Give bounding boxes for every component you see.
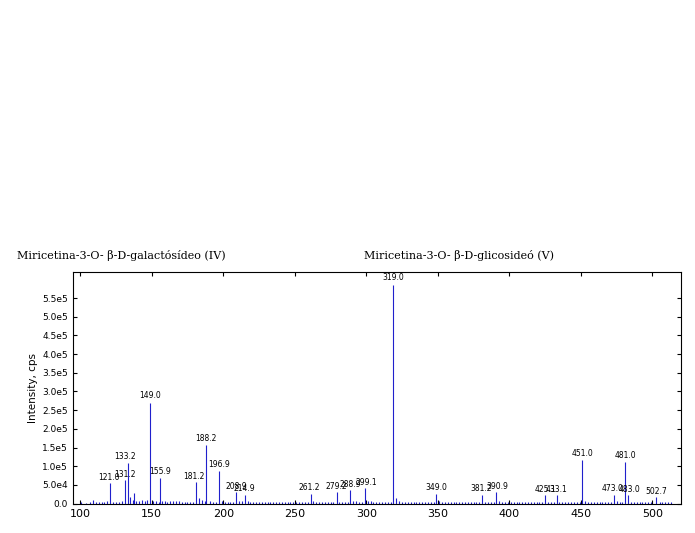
Text: 349.0: 349.0 [425, 483, 448, 492]
Text: 483.0: 483.0 [619, 485, 641, 494]
Text: 208.9: 208.9 [225, 482, 247, 491]
Text: 261.2: 261.2 [299, 483, 320, 492]
Text: 502.7: 502.7 [646, 487, 667, 496]
Text: 131.2: 131.2 [114, 470, 136, 479]
Text: 196.9: 196.9 [208, 461, 229, 469]
Text: 288.9: 288.9 [340, 480, 361, 489]
Text: 155.9: 155.9 [149, 467, 171, 476]
Text: 433.1: 433.1 [546, 485, 568, 494]
Text: 214.9: 214.9 [234, 484, 255, 493]
Text: 299.1: 299.1 [356, 478, 377, 487]
Text: 188.2: 188.2 [196, 434, 217, 443]
Text: 390.9: 390.9 [487, 482, 509, 491]
Text: 279.2: 279.2 [326, 482, 348, 491]
Text: 425.1: 425.1 [534, 485, 556, 494]
Text: 381.2: 381.2 [471, 484, 492, 494]
Text: Miricetina-3-O- β-D-galactósídeo (IV): Miricetina-3-O- β-D-galactósídeo (IV) [17, 250, 226, 261]
Text: 181.2: 181.2 [183, 472, 204, 481]
Y-axis label: Intensity, cps: Intensity, cps [28, 353, 38, 423]
Text: 481.0: 481.0 [614, 451, 636, 460]
Text: 121.0: 121.0 [98, 473, 120, 482]
Text: Miricetina-3-O- β-D-glicosideó (V): Miricetina-3-O- β-D-glicosideó (V) [363, 250, 554, 261]
Text: 451.0: 451.0 [571, 449, 594, 458]
Text: 473.0: 473.0 [601, 484, 623, 494]
Text: 319.0: 319.0 [383, 272, 404, 281]
Text: 133.2: 133.2 [114, 451, 136, 461]
Text: 149.0: 149.0 [140, 391, 161, 400]
